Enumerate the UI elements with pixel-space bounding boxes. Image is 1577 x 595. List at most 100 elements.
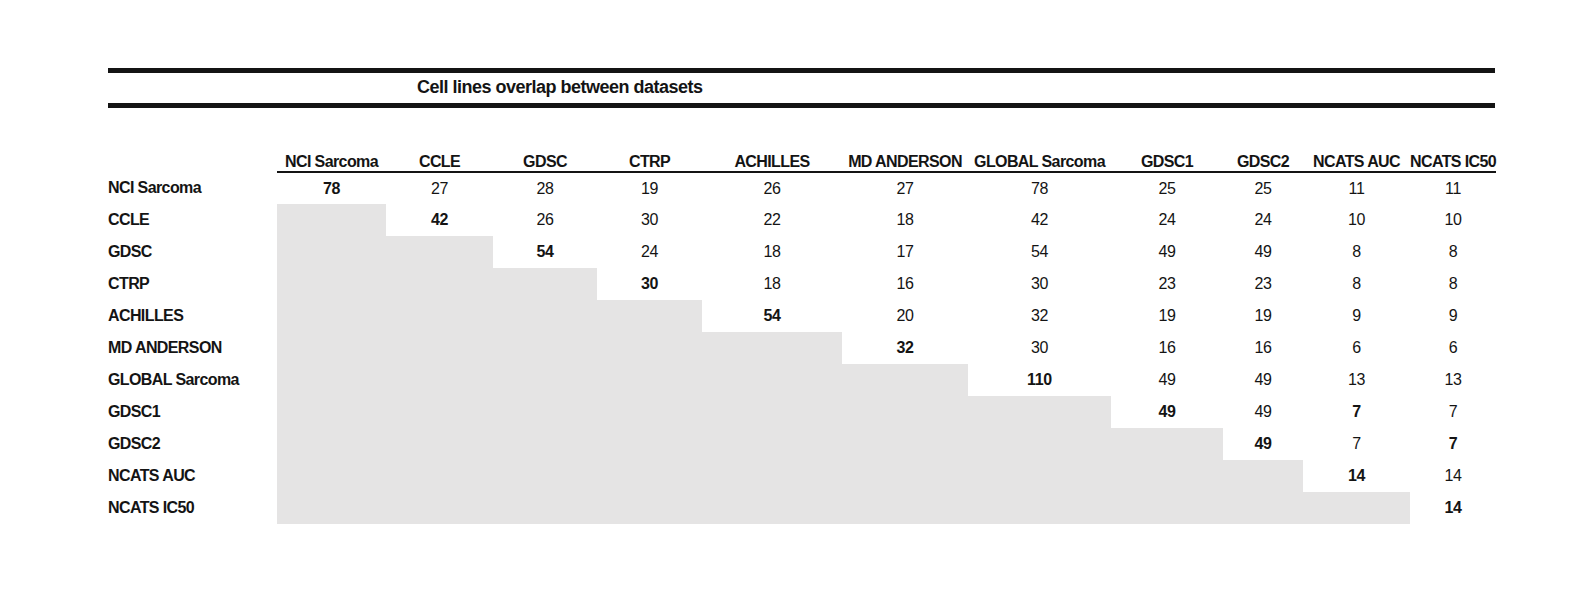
overlap-cell: 49 <box>1111 364 1223 396</box>
overlap-cell <box>493 268 597 300</box>
overlap-cell: 78 <box>277 172 386 204</box>
overlap-cell: 19 <box>597 172 702 204</box>
overlap-cell: 7 <box>1303 396 1410 428</box>
overlap-cell <box>597 492 702 524</box>
overlap-cell: 42 <box>386 204 493 236</box>
overlap-cell <box>493 332 597 364</box>
overlap-cell: 78 <box>968 172 1111 204</box>
overlap-cell: 20 <box>842 300 968 332</box>
overlap-cell <box>277 364 386 396</box>
table-title-block: Cell lines overlap between datasets <box>108 68 1495 108</box>
overlap-cell <box>597 460 702 492</box>
row-label: MD ANDERSON <box>108 332 277 364</box>
overlap-cell: 8 <box>1410 236 1496 268</box>
overlap-cell: 11 <box>1410 172 1496 204</box>
overlap-cell <box>386 428 493 460</box>
overlap-cell <box>842 428 968 460</box>
column-header: NCATS AUC <box>1303 135 1410 172</box>
overlap-cell: 8 <box>1303 236 1410 268</box>
overlap-cell <box>277 236 386 268</box>
overlap-cell <box>386 364 493 396</box>
column-header: GDSC1 <box>1111 135 1223 172</box>
overlap-cell <box>493 460 597 492</box>
overlap-cell: 49 <box>1223 428 1303 460</box>
row-label: NCATS IC50 <box>108 492 277 524</box>
overlap-cell <box>842 492 968 524</box>
overlap-cell: 18 <box>702 268 842 300</box>
row-label: NCI Sarcoma <box>108 172 277 204</box>
column-header: GLOBAL Sarcoma <box>968 135 1111 172</box>
overlap-cell: 24 <box>1223 204 1303 236</box>
column-header: GDSC2 <box>1223 135 1303 172</box>
overlap-table-head: NCI SarcomaCCLEGDSCCTRPACHILLESMD ANDERS… <box>108 135 1496 172</box>
overlap-cell: 28 <box>493 172 597 204</box>
overlap-cell: 23 <box>1223 268 1303 300</box>
overlap-cell: 42 <box>968 204 1111 236</box>
overlap-cell: 49 <box>1223 396 1303 428</box>
overlap-cell: 14 <box>1410 492 1496 524</box>
overlap-cell: 17 <box>842 236 968 268</box>
overlap-cell: 9 <box>1303 300 1410 332</box>
overlap-cell: 30 <box>597 268 702 300</box>
column-header: CTRP <box>597 135 702 172</box>
overlap-cell: 8 <box>1410 268 1496 300</box>
overlap-cell: 6 <box>1303 332 1410 364</box>
overlap-cell <box>968 492 1111 524</box>
row-label: GDSC <box>108 236 277 268</box>
overlap-cell <box>493 300 597 332</box>
overlap-cell <box>702 396 842 428</box>
row-label: GDSC2 <box>108 428 277 460</box>
overlap-cell: 8 <box>1303 268 1410 300</box>
overlap-cell <box>702 332 842 364</box>
overlap-cell <box>1111 460 1223 492</box>
overlap-cell: 19 <box>1111 300 1223 332</box>
overlap-cell <box>1223 460 1303 492</box>
overlap-cell <box>597 396 702 428</box>
overlap-cell: 13 <box>1410 364 1496 396</box>
overlap-cell: 30 <box>968 332 1111 364</box>
table-row: GDSC5424181754494988 <box>108 236 1496 268</box>
table-row: NCATS AUC1414 <box>108 460 1496 492</box>
row-label: CCLE <box>108 204 277 236</box>
overlap-cell: 6 <box>1410 332 1496 364</box>
overlap-cell: 27 <box>386 172 493 204</box>
overlap-cell <box>597 364 702 396</box>
overlap-cell <box>493 396 597 428</box>
table-row: MD ANDERSON3230161666 <box>108 332 1496 364</box>
overlap-cell: 110 <box>968 364 1111 396</box>
overlap-cell <box>277 396 386 428</box>
overlap-cell <box>968 396 1111 428</box>
table-row: GDSC24977 <box>108 428 1496 460</box>
table-row: GDSC1494977 <box>108 396 1496 428</box>
overlap-cell: 25 <box>1111 172 1223 204</box>
overlap-cell <box>1303 492 1410 524</box>
row-label: GDSC1 <box>108 396 277 428</box>
overlap-cell <box>277 460 386 492</box>
overlap-cell: 49 <box>1223 236 1303 268</box>
overlap-cell: 49 <box>1223 364 1303 396</box>
overlap-cell: 7 <box>1410 396 1496 428</box>
table-row: ACHILLES542032191999 <box>108 300 1496 332</box>
overlap-cell: 14 <box>1410 460 1496 492</box>
overlap-cell <box>493 492 597 524</box>
overlap-cell <box>842 460 968 492</box>
overlap-cell <box>842 396 968 428</box>
table-title: Cell lines overlap between datasets <box>108 73 1495 103</box>
table-row: NCATS IC50 14 <box>108 492 1496 524</box>
overlap-cell: 19 <box>1223 300 1303 332</box>
overlap-cell: 10 <box>1410 204 1496 236</box>
overlap-cell: 22 <box>702 204 842 236</box>
overlap-cell: 25 <box>1223 172 1303 204</box>
table-row: GLOBAL Sarcoma11049491313 <box>108 364 1496 396</box>
table-row: NCI Sarcoma7827281926277825251111 <box>108 172 1496 204</box>
overlap-cell <box>386 268 493 300</box>
header-row: NCI SarcomaCCLEGDSCCTRPACHILLESMD ANDERS… <box>108 135 1496 172</box>
column-header: MD ANDERSON <box>842 135 968 172</box>
overlap-cell: 13 <box>1303 364 1410 396</box>
overlap-cell <box>386 396 493 428</box>
overlap-cell <box>493 364 597 396</box>
overlap-cell: 16 <box>1223 332 1303 364</box>
overlap-cell <box>277 300 386 332</box>
overlap-cell <box>702 460 842 492</box>
overlap-cell: 23 <box>1111 268 1223 300</box>
